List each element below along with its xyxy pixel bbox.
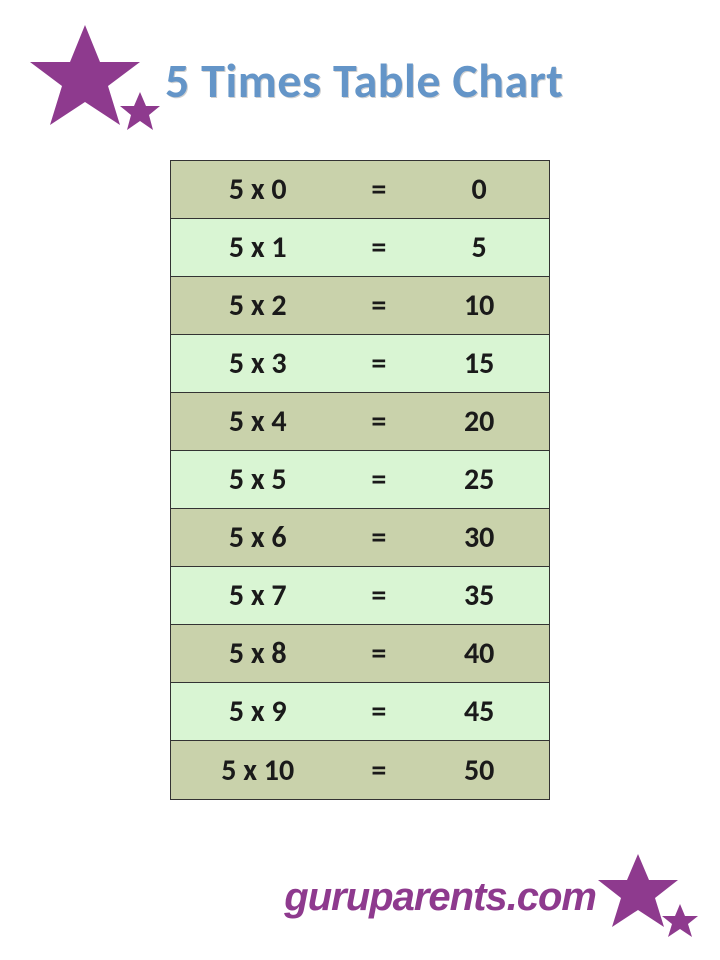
equals-cell: = xyxy=(352,461,405,498)
equals-cell: = xyxy=(352,403,405,440)
table-row: 5 x 3=15 xyxy=(171,335,549,393)
table-row: 5 x 2=10 xyxy=(171,277,549,335)
expression-cell: 5 x 9 xyxy=(171,693,352,730)
table-row: 5 x 0=0 xyxy=(171,161,549,219)
expression-cell: 5 x 4 xyxy=(171,403,352,440)
result-cell: 10 xyxy=(405,287,549,324)
result-cell: 5 xyxy=(405,229,549,266)
page-title: 5 Times Table Chart xyxy=(165,51,563,110)
expression-cell: 5 x 3 xyxy=(171,345,352,382)
table-row: 5 x 8=40 xyxy=(171,625,549,683)
table-row: 5 x 1=5 xyxy=(171,219,549,277)
table-row: 5 x 7=35 xyxy=(171,567,549,625)
equals-cell: = xyxy=(352,519,405,556)
result-cell: 20 xyxy=(405,403,549,440)
result-cell: 15 xyxy=(405,345,549,382)
table-row: 5 x 10=50 xyxy=(171,741,549,799)
table-row: 5 x 9=45 xyxy=(171,683,549,741)
times-table: 5 x 0=05 x 1=55 x 2=105 x 3=155 x 4=205 … xyxy=(170,160,550,800)
equals-cell: = xyxy=(352,229,405,266)
equals-cell: = xyxy=(352,752,405,789)
equals-cell: = xyxy=(352,577,405,614)
equals-cell: = xyxy=(352,345,405,382)
expression-cell: 5 x 5 xyxy=(171,461,352,498)
equals-cell: = xyxy=(352,635,405,672)
result-cell: 45 xyxy=(405,693,549,730)
footer: guruparents.com xyxy=(284,852,698,942)
equals-cell: = xyxy=(352,693,405,730)
expression-cell: 5 x 0 xyxy=(171,171,352,208)
header: 5 Times Table Chart xyxy=(30,20,700,140)
result-cell: 40 xyxy=(405,635,549,672)
expression-cell: 5 x 6 xyxy=(171,519,352,556)
expression-cell: 5 x 7 xyxy=(171,577,352,614)
expression-cell: 5 x 2 xyxy=(171,287,352,324)
result-cell: 30 xyxy=(405,519,549,556)
table-row: 5 x 5=25 xyxy=(171,451,549,509)
equals-cell: = xyxy=(352,171,405,208)
table-row: 5 x 4=20 xyxy=(171,393,549,451)
footer-brand: guruparents.com xyxy=(284,875,596,920)
star-icon-top xyxy=(30,20,160,140)
result-cell: 50 xyxy=(405,752,549,789)
table-row: 5 x 6=30 xyxy=(171,509,549,567)
result-cell: 35 xyxy=(405,577,549,614)
result-cell: 0 xyxy=(405,171,549,208)
expression-cell: 5 x 1 xyxy=(171,229,352,266)
star-icon-bottom xyxy=(598,852,698,942)
expression-cell: 5 x 8 xyxy=(171,635,352,672)
expression-cell: 5 x 10 xyxy=(171,752,352,789)
result-cell: 25 xyxy=(405,461,549,498)
equals-cell: = xyxy=(352,287,405,324)
